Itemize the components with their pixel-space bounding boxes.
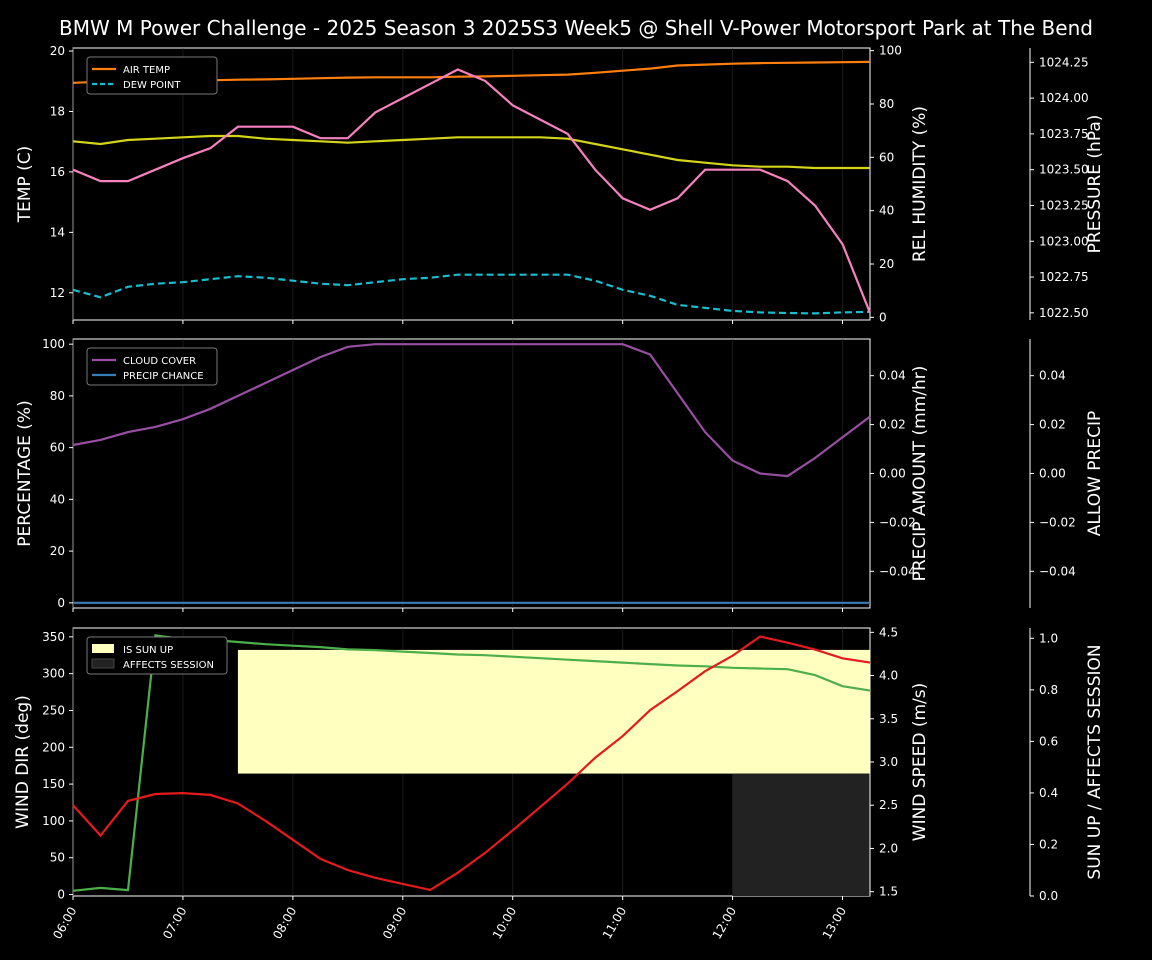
y-tick-label: 0 xyxy=(57,596,65,610)
series-cloud-cover xyxy=(72,343,871,478)
right-tick-label: 0.2 xyxy=(1039,837,1058,851)
y-tick-label: 100 xyxy=(42,814,65,828)
right-tick-label: 80 xyxy=(879,97,894,111)
y-tick-label: 16 xyxy=(50,165,65,179)
y-tick-label: 60 xyxy=(50,441,65,455)
right-tick-label: 0 xyxy=(879,310,887,324)
series-wind-speed xyxy=(72,635,871,892)
legend-swatch xyxy=(92,644,114,653)
y-tick-label: 250 xyxy=(42,703,65,717)
x-tick-label: 07:00 xyxy=(160,905,189,942)
legend-box xyxy=(86,56,218,95)
right-tick-label: −0.04 xyxy=(1039,564,1076,578)
y-tick-label: 300 xyxy=(42,667,65,681)
y-tick-label: 40 xyxy=(50,492,65,506)
right-tick-label: 20 xyxy=(879,257,894,271)
right-tick-label: 0.0 xyxy=(1039,889,1058,903)
legend-label: AIR TEMP xyxy=(123,65,170,76)
y-tick-label: 20 xyxy=(50,544,65,558)
x-tick-label: 12:00 xyxy=(710,905,739,942)
right-axis-label: PRECIP AMOUNT (mm/hr) xyxy=(910,366,930,582)
right-tick-label: 1024.00 xyxy=(1039,91,1089,105)
right-tick-label: −0.04 xyxy=(879,564,916,578)
x-tick-label: 13:00 xyxy=(820,905,849,942)
right-tick-label: 100 xyxy=(879,44,902,58)
right-tick-label: 0.6 xyxy=(1039,734,1058,748)
right-axis-label: SUN UP / AFFECTS SESSION xyxy=(1085,644,1105,879)
legend-label: AFFECTS SESSION xyxy=(123,660,214,671)
y-tick-label: 150 xyxy=(42,777,65,791)
right-tick-label: 2.5 xyxy=(879,798,898,812)
legend-clouds: CLOUD COVER PRECIP CHANCE xyxy=(86,347,218,386)
right-axis-label: PRESSURE (hPa) xyxy=(1085,115,1105,254)
right-tick-label: −0.02 xyxy=(879,515,916,529)
right-tick-label: 0.00 xyxy=(879,467,906,481)
right-tick-label: 4.0 xyxy=(879,669,898,683)
y-axis-label: PERCENTAGE (%) xyxy=(15,400,35,546)
x-tick-label: 06:00 xyxy=(50,905,79,942)
legend-box xyxy=(86,347,218,386)
y-tick-label: 50 xyxy=(50,851,65,865)
legend-weather: AIR TEMP DEW POINT xyxy=(86,56,218,95)
legend-label: DEW POINT xyxy=(123,80,181,91)
right-axis-label: ALLOW PRECIP xyxy=(1085,411,1105,537)
y-tick-label: 18 xyxy=(50,104,65,118)
right-tick-label: 60 xyxy=(879,150,894,164)
affects-session-band xyxy=(732,773,870,896)
y-axis-label: WIND DIR (deg) xyxy=(13,695,33,829)
y-tick-label: 350 xyxy=(42,630,65,644)
sun-up-band xyxy=(237,649,870,774)
legend-swatch xyxy=(91,658,115,669)
legend-label: IS SUN UP xyxy=(123,645,173,656)
right-tick-label: 4.5 xyxy=(879,625,898,639)
y-tick-label: 14 xyxy=(50,225,65,239)
y-tick-label: 200 xyxy=(42,740,65,754)
right-tick-label: 0.04 xyxy=(879,369,906,383)
right-tick-label: 1023.75 xyxy=(1039,127,1089,141)
legend-label: PRECIP CHANCE xyxy=(123,371,204,382)
x-tick-label: 11:00 xyxy=(600,905,629,942)
series-dew-point xyxy=(72,273,871,315)
right-tick-label: 1023.25 xyxy=(1039,198,1089,212)
right-tick-label: 2.0 xyxy=(879,841,898,855)
right-tick-label: 1022.50 xyxy=(1039,306,1089,320)
right-tick-label: 40 xyxy=(879,204,894,218)
right-tick-label: 0.04 xyxy=(1039,369,1066,383)
right-tick-label: 3.5 xyxy=(879,712,898,726)
right-tick-label: 0.8 xyxy=(1039,683,1058,697)
right-tick-label: 0.4 xyxy=(1039,786,1058,800)
series-pressure xyxy=(72,68,872,314)
right-axis-label: REL HUMIDITY (%) xyxy=(910,106,930,262)
x-tick-label: 08:00 xyxy=(270,905,299,942)
right-tick-label: 1023.50 xyxy=(1039,163,1089,177)
right-tick-label: 0.00 xyxy=(1039,467,1066,481)
right-tick-label: 1.5 xyxy=(879,885,898,899)
right-tick-label: 1022.75 xyxy=(1039,270,1089,284)
y-tick-label: 80 xyxy=(50,389,65,403)
x-tick-label: 10:00 xyxy=(490,905,519,942)
x-tick-label: 09:00 xyxy=(380,905,409,942)
y-tick-label: 12 xyxy=(50,286,65,300)
right-tick-label: 0.02 xyxy=(1039,418,1066,432)
legend-label: CLOUD COVER xyxy=(123,356,196,367)
right-tick-label: 0.02 xyxy=(879,418,906,432)
chart-title: BMW M Power Challenge - 2025 Season 3 20… xyxy=(59,16,1093,40)
right-axis-label: WIND SPEED (m/s) xyxy=(910,683,930,841)
right-tick-label: 1.0 xyxy=(1039,631,1058,645)
y-tick-label: 20 xyxy=(50,44,65,58)
right-tick-label: 1024.25 xyxy=(1039,55,1089,69)
right-tick-label: 1023.00 xyxy=(1039,234,1089,248)
y-tick-label: 0 xyxy=(57,888,65,902)
y-axis-label: TEMP (C) xyxy=(15,146,35,224)
y-tick-label: 100 xyxy=(42,337,65,351)
legend-wind: IS SUN UP AFFECTS SESSION xyxy=(86,636,228,675)
legend-box xyxy=(86,636,228,675)
right-tick-label: −0.02 xyxy=(1039,515,1076,529)
right-tick-label: 3.0 xyxy=(879,755,898,769)
series-rel-humidity xyxy=(72,134,870,170)
